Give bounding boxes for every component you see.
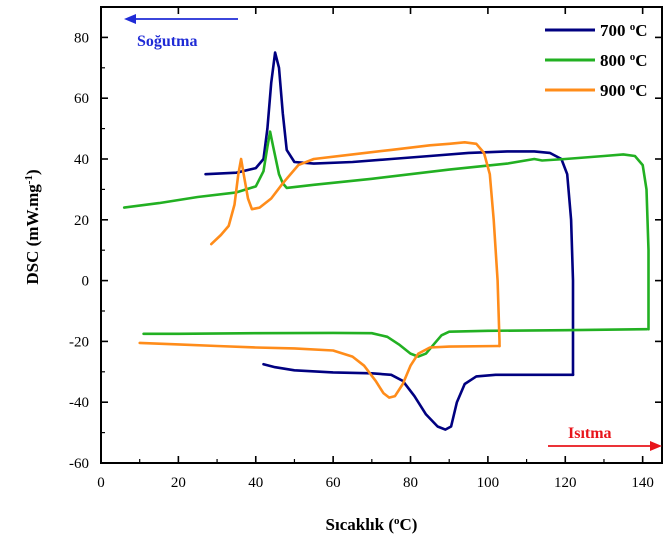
y-axis-title-main: DSC (mW.mg — [23, 184, 42, 285]
series-2-cooling-line — [210, 141, 501, 348]
series-1-cooling-line — [122, 130, 650, 331]
y-tick-label: 80 — [74, 30, 89, 46]
legend-label-sup: o — [630, 81, 636, 93]
x-tick-label: 100 — [477, 475, 500, 491]
series-2 — [138, 141, 501, 399]
series-0 — [204, 51, 575, 431]
legend-label-end: C — [635, 81, 647, 100]
legend-label-1: 800 oC — [600, 51, 648, 70]
legend-label-main: 700 — [600, 21, 630, 40]
series-layer — [122, 51, 650, 431]
legend-label-sup: o — [630, 51, 636, 63]
legend-label-0: 700 oC — [600, 21, 648, 40]
y-tick-label: -40 — [69, 395, 89, 411]
legend-label-main: 800 — [600, 51, 630, 70]
legend-label-end: C — [635, 51, 647, 70]
plot-frame — [100, 6, 663, 464]
x-axis-title: Sıcaklık (oC) — [326, 515, 418, 534]
axes-layer: 0 20 40 60 80 100 120 140 -60 -40 -20 0 20 40 60 80 Sıca… — [23, 6, 663, 534]
y-tick-label: -20 — [69, 334, 89, 350]
x-axis-title-end: C) — [400, 515, 418, 534]
heating-label: Isıtma — [568, 425, 612, 442]
cooling-label: Soğutma — [137, 33, 197, 50]
x-tick-label: 0 — [97, 475, 105, 491]
y-axis-title: DSC (mW.mg-1) — [23, 169, 42, 284]
series-1-heating-line — [142, 327, 648, 358]
annotation-layer: Soğutma Isıtma — [124, 14, 662, 451]
legend-label-end: C — [635, 21, 647, 40]
x-tick-label: 40 — [248, 475, 263, 491]
y-tick-label: 60 — [74, 91, 89, 107]
y-tick-label: -60 — [69, 456, 89, 472]
x-axis-title-main: Sıcaklık ( — [326, 515, 395, 534]
series-1 — [122, 130, 650, 358]
series-0-cooling-line — [204, 51, 575, 377]
x-tick-label: 60 — [326, 475, 341, 491]
y-tick-label: 20 — [74, 213, 89, 229]
y-tick-label: 0 — [82, 274, 90, 290]
x-tick-label: 80 — [403, 475, 418, 491]
series-0-heating-line — [262, 362, 575, 431]
legend-label-2: 900 oC — [600, 81, 648, 100]
x-tick-label: 20 — [171, 475, 186, 491]
legend-label-main: 900 — [600, 81, 630, 100]
x-tick-label: 120 — [554, 475, 577, 491]
cooling-arrow-head — [124, 14, 136, 24]
legend-label-sup: o — [630, 21, 636, 33]
y-axis-title-end: ) — [23, 169, 42, 175]
x-tick-label: 140 — [631, 475, 654, 491]
series-2-heating-line — [138, 341, 501, 399]
heating-arrow-head — [650, 441, 662, 451]
y-tick-label: 40 — [74, 152, 89, 168]
x-axis-title-sup: o — [394, 515, 400, 527]
y-axis-title-sup: -1 — [23, 175, 35, 184]
